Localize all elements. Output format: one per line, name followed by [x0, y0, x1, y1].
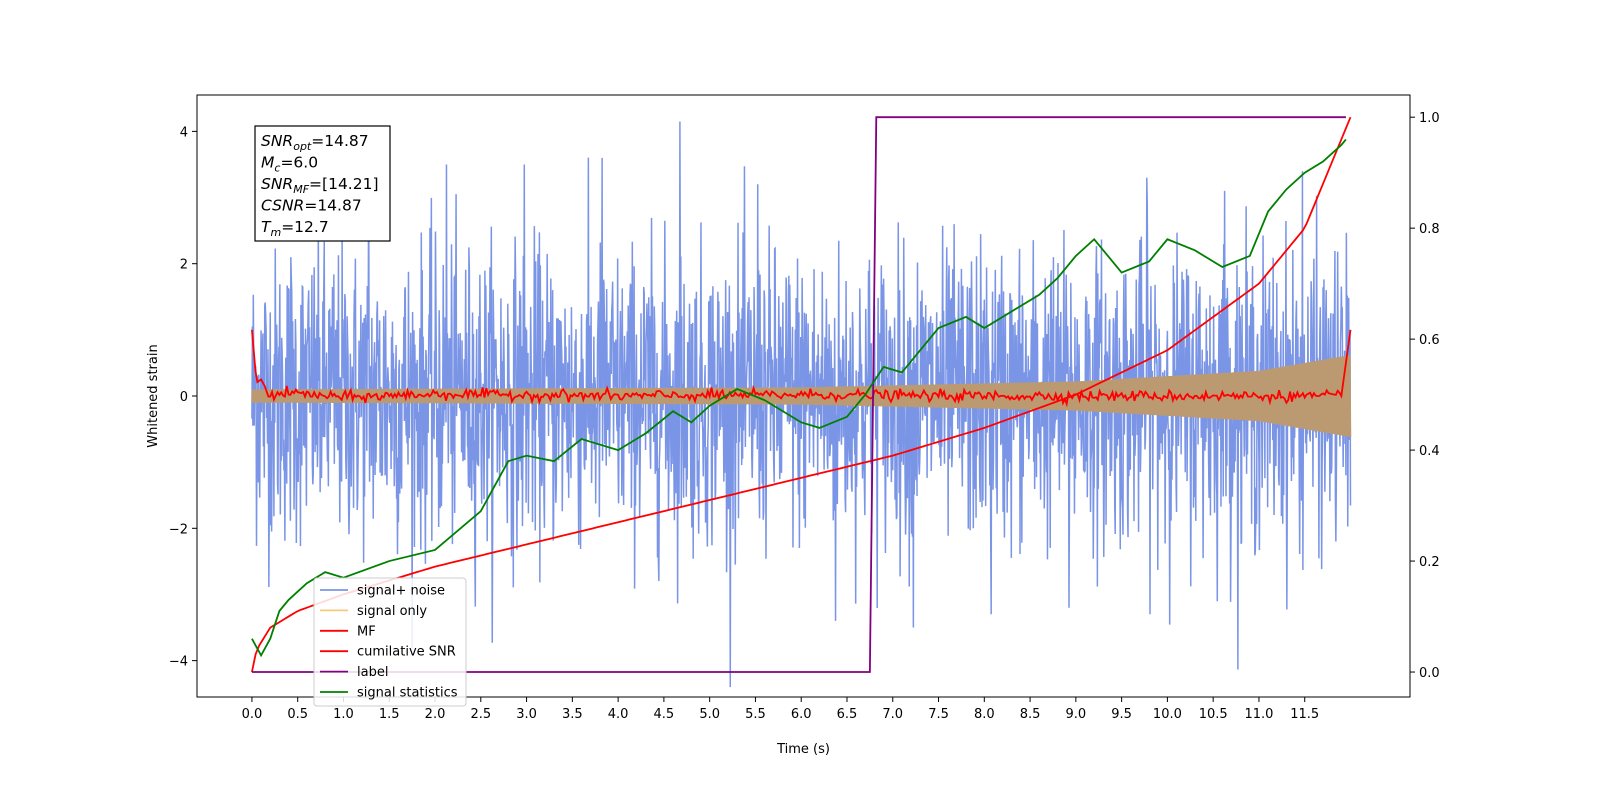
legend-label: signal statistics [357, 686, 458, 701]
y-tick-label: −2 [169, 522, 188, 537]
info-box-frame [254, 125, 391, 242]
x-tick-label: 3.0 [516, 707, 537, 722]
x-tick-label: 11.5 [1290, 707, 1319, 722]
x-tick-label: 4.0 [608, 707, 629, 722]
series-signal-only-line [251, 355, 1352, 438]
x-tick-label: 1.5 [379, 707, 400, 722]
y-tick-label: 4 [180, 125, 188, 140]
y-tick-label: −4 [169, 655, 188, 670]
x-tick-label: 6.5 [837, 707, 858, 722]
legend-label: signal only [357, 604, 427, 619]
info-line: Tm=12.7 [261, 218, 329, 239]
x-tick-label: 5.5 [745, 707, 766, 722]
legend-label: MF [357, 624, 376, 639]
snr-info-box: SNRopt=14.87Mc=6.0SNRMF=[14.21]CSNR=14.8… [254, 125, 391, 242]
legend-label: signal+ noise [357, 584, 445, 599]
y-tick-label: 0 [180, 390, 188, 405]
x-tick-label: 3.5 [562, 707, 583, 722]
info-line: SNRMF=[14.21] [261, 175, 379, 196]
x-tick-label: 6.0 [791, 707, 812, 722]
x-tick-label: 0.5 [287, 707, 308, 722]
y2-tick-label: 0.4 [1419, 444, 1440, 459]
legend: signal+ noise signal only MF cumilative SNR… [313, 577, 467, 707]
series-signal-statistics-line [251, 138, 1347, 658]
x-tick-label: 10.5 [1199, 707, 1228, 722]
x-tick-label: 2.0 [425, 707, 446, 722]
series-mf-line [251, 329, 1352, 408]
legend-frame [313, 577, 467, 707]
x-tick-label: 8.0 [974, 707, 995, 722]
y-tick-label: 2 [180, 258, 188, 273]
info-line: CSNR=14.87 [261, 197, 362, 215]
series-label-line [251, 116, 1346, 673]
x-tick-label: 7.0 [882, 707, 903, 722]
y2-tick-label: 0.2 [1419, 555, 1440, 570]
y2-tick-label: 0.6 [1419, 333, 1440, 348]
x-tick-label: 9.5 [1111, 707, 1132, 722]
x-tick-label: 10.0 [1153, 707, 1182, 722]
x-tick-label: 11.0 [1244, 707, 1273, 722]
y-axis-label: Whitened strain [146, 344, 161, 447]
info-line: Mc=6.0 [261, 154, 318, 175]
axis-ticks: 0.0 0.5 1.0 1.5 2.0 2.5 3.0 3.5 4.0 4.5 5.0 5.5 6.0 6… [169, 111, 1440, 722]
y2-tick-label: 0.8 [1419, 222, 1440, 237]
plot-area [251, 116, 1352, 688]
legend-label: cumilative SNR [357, 645, 456, 660]
x-tick-label: 2.5 [470, 707, 491, 722]
y2-tick-label: 0.0 [1419, 666, 1440, 681]
y2-tick-label: 1.0 [1419, 111, 1440, 126]
x-tick-label: 0.0 [242, 707, 263, 722]
x-tick-label: 7.5 [928, 707, 949, 722]
x-tick-label: 1.0 [333, 707, 354, 722]
x-tick-label: 9.0 [1066, 707, 1087, 722]
x-tick-label: 4.5 [654, 707, 675, 722]
x-axis-label: Time (s) [776, 742, 830, 757]
info-line: SNRopt=14.87 [261, 132, 369, 153]
x-tick-label: 5.0 [699, 707, 720, 722]
legend-label: label [357, 665, 388, 680]
x-tick-label: 8.5 [1020, 707, 1041, 722]
series-cumulative-snr-line [251, 116, 1352, 673]
